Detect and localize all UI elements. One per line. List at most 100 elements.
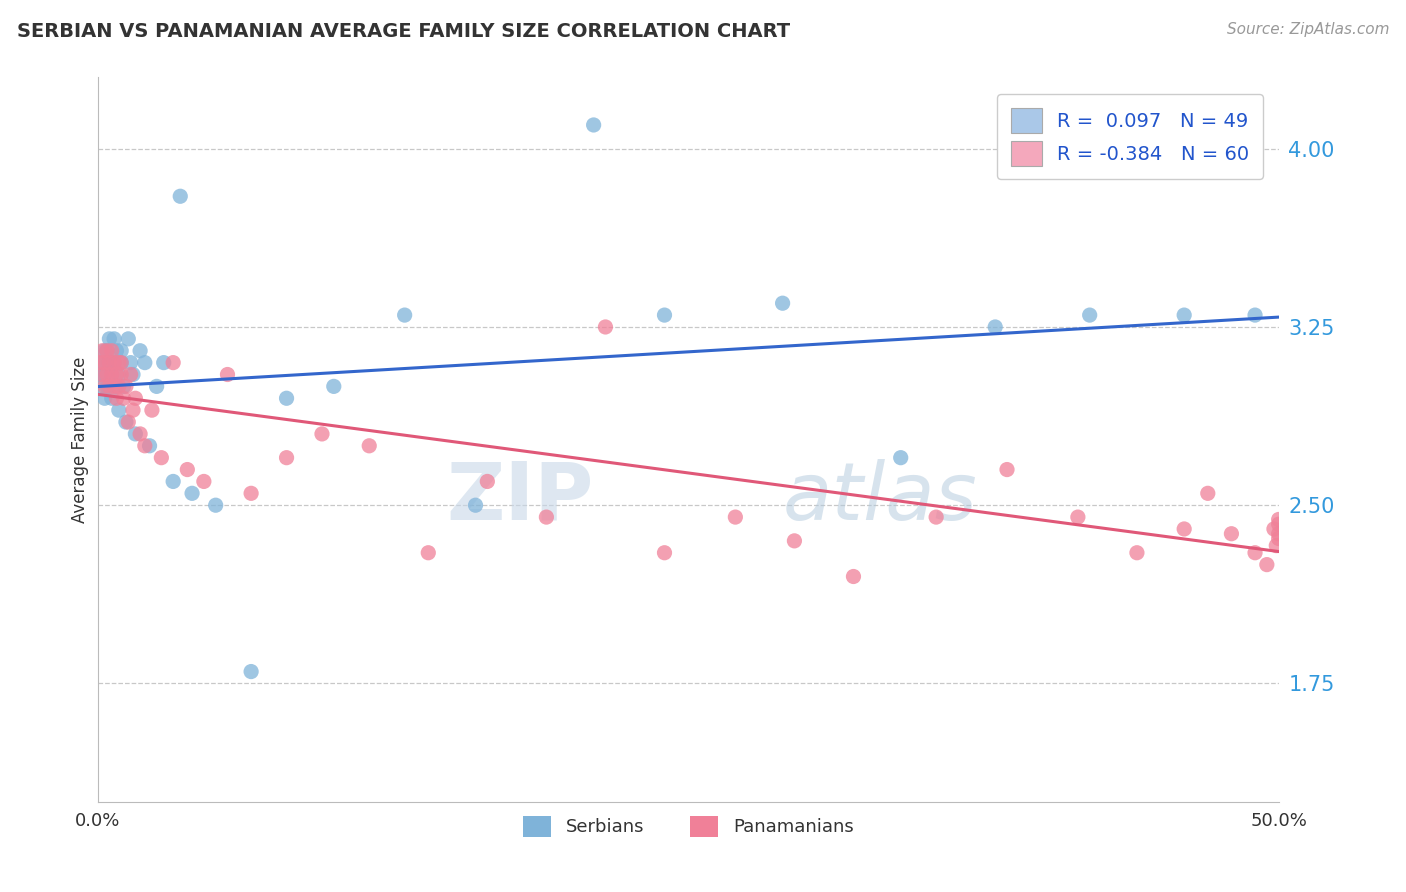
Point xyxy=(311,426,333,441)
Point xyxy=(120,356,142,370)
Point xyxy=(772,296,794,310)
Point xyxy=(115,379,138,393)
Point xyxy=(169,189,191,203)
Point xyxy=(724,510,747,524)
Point xyxy=(1244,546,1267,560)
Point xyxy=(654,546,676,560)
Point xyxy=(103,356,125,370)
Point xyxy=(100,391,122,405)
Point xyxy=(93,343,115,358)
Point xyxy=(176,462,198,476)
Point xyxy=(162,475,184,489)
Point xyxy=(117,415,139,429)
Point xyxy=(122,368,145,382)
Point xyxy=(1256,558,1278,572)
Point xyxy=(108,356,131,370)
Point xyxy=(240,665,263,679)
Point xyxy=(108,379,131,393)
Point xyxy=(595,320,617,334)
Point xyxy=(181,486,204,500)
Point xyxy=(124,426,146,441)
Point xyxy=(96,343,118,358)
Point xyxy=(89,356,111,370)
Point xyxy=(108,403,131,417)
Text: Source: ZipAtlas.com: Source: ZipAtlas.com xyxy=(1226,22,1389,37)
Point xyxy=(98,379,121,393)
Point xyxy=(91,368,114,382)
Point xyxy=(418,546,440,560)
Point xyxy=(1267,517,1289,532)
Point xyxy=(204,498,226,512)
Point xyxy=(582,118,605,132)
Point xyxy=(654,308,676,322)
Point xyxy=(536,510,558,524)
Point xyxy=(96,343,118,358)
Point xyxy=(112,391,135,405)
Point xyxy=(120,368,142,382)
Point xyxy=(93,356,115,370)
Text: SERBIAN VS PANAMANIAN AVERAGE FAMILY SIZE CORRELATION CHART: SERBIAN VS PANAMANIAN AVERAGE FAMILY SIZ… xyxy=(17,22,790,41)
Point xyxy=(1173,522,1195,536)
Point xyxy=(1267,526,1289,541)
Point xyxy=(1244,308,1267,322)
Point xyxy=(100,368,122,382)
Point xyxy=(124,391,146,405)
Point xyxy=(141,403,163,417)
Text: ZIP: ZIP xyxy=(446,458,593,537)
Point xyxy=(1267,512,1289,526)
Point xyxy=(276,450,298,465)
Point xyxy=(134,356,156,370)
Point xyxy=(1197,486,1219,500)
Point xyxy=(117,332,139,346)
Point xyxy=(93,379,115,393)
Point xyxy=(115,415,138,429)
Point xyxy=(103,379,125,393)
Point xyxy=(89,368,111,382)
Point xyxy=(105,379,128,393)
Point xyxy=(890,450,912,465)
Point xyxy=(240,486,263,500)
Point xyxy=(1265,539,1288,553)
Point xyxy=(783,533,806,548)
Point xyxy=(1267,532,1289,546)
Point xyxy=(122,403,145,417)
Point xyxy=(193,475,215,489)
Legend: Serbians, Panamanians: Serbians, Panamanians xyxy=(516,809,860,844)
Point xyxy=(477,475,499,489)
Point xyxy=(93,368,115,382)
Point xyxy=(1126,546,1149,560)
Point xyxy=(842,569,865,583)
Point xyxy=(129,426,152,441)
Point xyxy=(110,356,132,370)
Point xyxy=(96,356,118,370)
Point xyxy=(110,356,132,370)
Point xyxy=(276,391,298,405)
Point xyxy=(984,320,1007,334)
Point xyxy=(134,439,156,453)
Point xyxy=(464,498,486,512)
Point xyxy=(103,332,125,346)
Point xyxy=(152,356,174,370)
Point xyxy=(100,343,122,358)
Point xyxy=(98,332,121,346)
Y-axis label: Average Family Size: Average Family Size xyxy=(72,357,89,523)
Point xyxy=(145,379,167,393)
Point xyxy=(103,356,125,370)
Point xyxy=(98,356,121,370)
Point xyxy=(1220,526,1243,541)
Point xyxy=(1078,308,1101,322)
Point xyxy=(105,391,128,405)
Point xyxy=(217,368,239,382)
Point xyxy=(98,356,121,370)
Point xyxy=(105,343,128,358)
Point xyxy=(112,379,135,393)
Point xyxy=(138,439,160,453)
Text: atlas: atlas xyxy=(783,458,977,537)
Point xyxy=(110,343,132,358)
Point xyxy=(110,368,132,382)
Point xyxy=(108,368,131,382)
Point xyxy=(129,343,152,358)
Point xyxy=(359,439,381,453)
Point xyxy=(96,379,118,393)
Point xyxy=(93,391,115,405)
